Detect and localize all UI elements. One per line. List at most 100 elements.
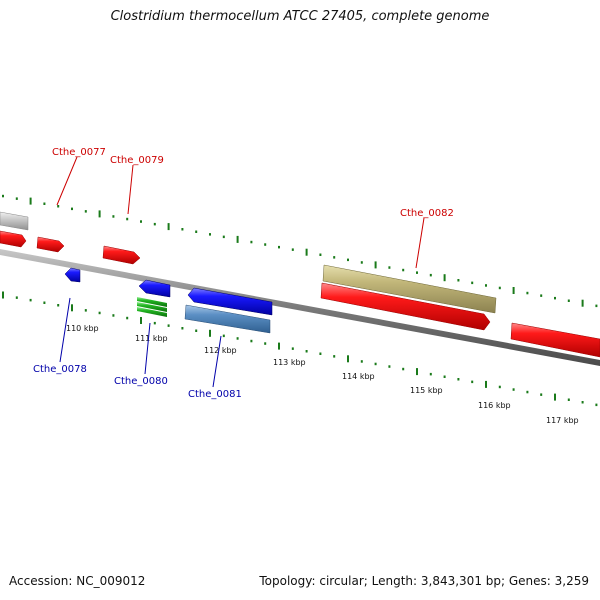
minor-tick	[112, 314, 115, 317]
genome-backbone	[0, 249, 600, 366]
minor-tick	[15, 296, 18, 299]
minor-tick	[512, 388, 515, 391]
major-tick	[2, 291, 4, 299]
minor-tick	[471, 380, 474, 384]
minor-tick	[347, 258, 349, 262]
minor-tick	[209, 233, 211, 236]
major-tick	[167, 223, 170, 231]
minor-tick	[485, 284, 487, 287]
minor-tick	[360, 360, 363, 363]
major-tick	[98, 210, 101, 218]
minor-tick	[57, 304, 60, 307]
minor-tick	[333, 256, 336, 259]
minor-tick	[236, 337, 239, 340]
major-tick	[512, 287, 515, 294]
minor-tick	[71, 207, 73, 211]
reverse-strand-features	[64, 267, 273, 334]
minor-tick	[402, 268, 405, 272]
gene-feature-gray[interactable]	[0, 211, 29, 231]
minor-tick	[98, 311, 101, 315]
gene-feature-cthe-0080-green-c[interactable]	[137, 307, 167, 317]
minor-tick	[126, 316, 129, 320]
minor-tick	[2, 194, 4, 198]
major-tick	[554, 393, 556, 401]
scale-label: 112 kbp	[204, 346, 237, 355]
minor-tick	[319, 253, 322, 256]
minor-tick	[84, 309, 87, 312]
minor-tick	[526, 390, 529, 394]
major-tick	[29, 197, 32, 205]
minor-tick	[595, 403, 598, 407]
gene-feature-red-edge[interactable]	[0, 230, 27, 248]
scale-label: 115 kbp	[410, 386, 443, 395]
gene-feature-cthe-0082[interactable]	[320, 282, 491, 331]
minor-tick	[305, 350, 308, 353]
minor-tick	[388, 365, 391, 368]
gene-feature-cthe-0078[interactable]	[64, 267, 81, 283]
minor-tick	[264, 342, 267, 345]
minor-tick	[526, 291, 529, 295]
lower-tick-row	[2, 291, 598, 407]
minor-tick	[402, 367, 405, 371]
minor-tick	[29, 298, 32, 302]
gene-label-cthe-0080[interactable]: Cthe_0080	[114, 376, 168, 387]
gene-feature-cthe-0079[interactable]	[102, 245, 141, 265]
leader-line-cthe-0079	[127, 164, 134, 215]
major-tick	[278, 342, 280, 350]
forward-strand-features	[0, 211, 600, 358]
major-tick	[305, 248, 308, 256]
leader-line-cthe-0078	[59, 297, 71, 363]
minor-tick	[250, 240, 253, 244]
gene-feature-cthe-0077[interactable]	[36, 236, 65, 253]
minor-tick	[443, 375, 446, 378]
minor-tick	[222, 334, 225, 338]
minor-tick	[540, 294, 543, 297]
scale-labels: 110 kbp 111 kbp 112 kbp 113 kbp 114 kbp …	[66, 324, 579, 425]
minor-tick	[181, 327, 184, 330]
minor-tick	[540, 393, 543, 396]
leader-line-cthe-0077	[56, 156, 78, 206]
gene-label-cthe-0081[interactable]: Cthe_0081	[188, 389, 242, 400]
minor-tick	[57, 205, 60, 208]
gene-feature-cthe-0080-green-b[interactable]	[137, 302, 167, 312]
minor-tick	[15, 197, 18, 200]
minor-tick	[126, 217, 129, 221]
gene-feature-red-right[interactable]	[510, 322, 600, 358]
gene-feature-cthe-0081-steel[interactable]	[184, 304, 271, 334]
minor-tick	[167, 324, 170, 327]
minor-tick	[333, 355, 336, 358]
minor-tick	[567, 299, 570, 302]
major-tick	[236, 235, 239, 243]
major-tick	[485, 380, 487, 388]
scale-label: 113 kbp	[273, 358, 306, 367]
major-tick	[347, 355, 349, 363]
minor-tick	[291, 347, 294, 350]
scale-label: 114 kbp	[342, 372, 375, 381]
gene-feature-cthe-0080[interactable]	[138, 279, 171, 298]
minor-tick	[595, 304, 598, 308]
map-title: Clostridium thermocellum ATCC 27405, com…	[110, 9, 490, 24]
minor-tick	[374, 362, 377, 366]
major-tick	[71, 304, 73, 312]
minor-tick	[429, 273, 432, 277]
major-tick	[581, 299, 584, 307]
minor-tick	[319, 352, 322, 355]
gene-feature-cthe-0081[interactable]	[187, 287, 273, 316]
minor-tick	[416, 271, 418, 274]
minor-tick	[581, 401, 584, 404]
major-tick	[443, 274, 446, 282]
minor-tick	[360, 261, 363, 264]
gene-label-cthe-0077[interactable]: Cthe_0077	[52, 147, 106, 158]
gene-feature-cthe-0080-green-a[interactable]	[137, 297, 167, 307]
minor-tick	[457, 279, 460, 282]
gene-label-cthe-0078[interactable]: Cthe_0078	[33, 364, 87, 375]
minor-tick	[84, 210, 87, 213]
accession-text: Accession: NC_009012	[9, 574, 146, 588]
gene-feature-cthe-0082-khaki[interactable]	[322, 264, 497, 314]
minor-tick	[250, 339, 253, 343]
gene-label-cthe-0082[interactable]: Cthe_0082	[400, 208, 454, 219]
minor-tick	[429, 372, 432, 376]
scale-label: 111 kbp	[135, 334, 168, 343]
gene-label-cthe-0079[interactable]: Cthe_0079	[110, 155, 164, 166]
